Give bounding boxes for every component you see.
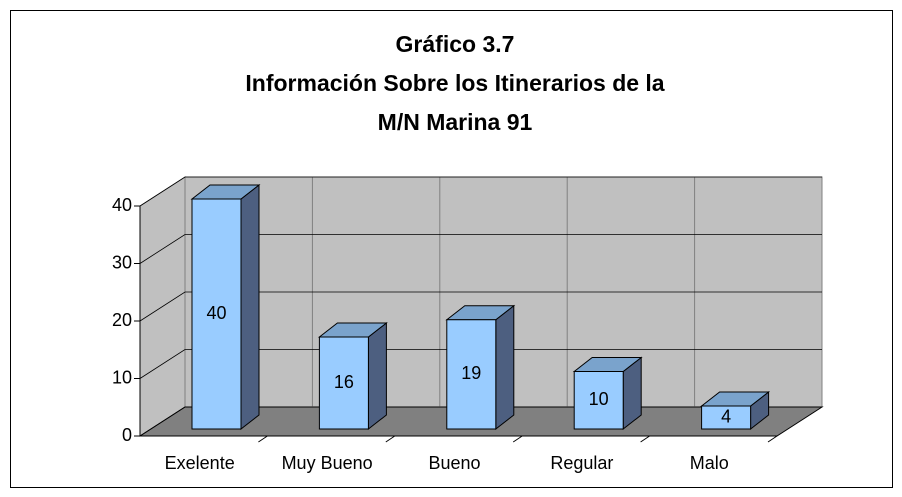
x-tick-label: Bueno — [428, 453, 480, 473]
value-label: 10 — [589, 389, 609, 409]
bar-side — [495, 304, 515, 431]
chart-title: Información Sobre los Itinerarios de la — [245, 70, 664, 96]
y-tick-label: 20 — [112, 310, 132, 330]
x-tick — [767, 435, 778, 443]
x-tick — [512, 435, 523, 443]
value-label: 4 — [721, 406, 731, 426]
grid-line — [139, 234, 822, 264]
y-tick-label: 30 — [112, 252, 132, 272]
chart-title: M/N Marina 91 — [378, 109, 533, 135]
grid-line — [139, 176, 822, 207]
bar — [191, 198, 242, 430]
bar — [573, 371, 624, 430]
x-tick — [258, 435, 268, 443]
x-tick — [385, 435, 396, 443]
y-tick-label: 40 — [112, 195, 132, 215]
y-tick-label: 0 — [122, 425, 132, 445]
x-tick-label: Regular — [550, 453, 613, 473]
chart-title: Gráfico 3.7 — [396, 31, 515, 57]
value-label: 40 — [206, 303, 226, 323]
bar-side — [240, 183, 260, 431]
bar-side — [367, 321, 387, 431]
x-tick — [640, 435, 650, 443]
bar — [318, 336, 369, 430]
x-tick-label: Exelente — [165, 453, 235, 473]
grid-line — [139, 291, 822, 322]
value-label: 19 — [461, 363, 481, 383]
x-tick-label: Malo — [690, 453, 729, 473]
x-tick-label: Muy Bueno — [282, 453, 373, 473]
bar — [701, 405, 752, 430]
y-tick-label: 10 — [112, 367, 132, 387]
bar — [446, 319, 497, 430]
grid-line — [139, 349, 822, 379]
value-label: 16 — [334, 372, 354, 392]
